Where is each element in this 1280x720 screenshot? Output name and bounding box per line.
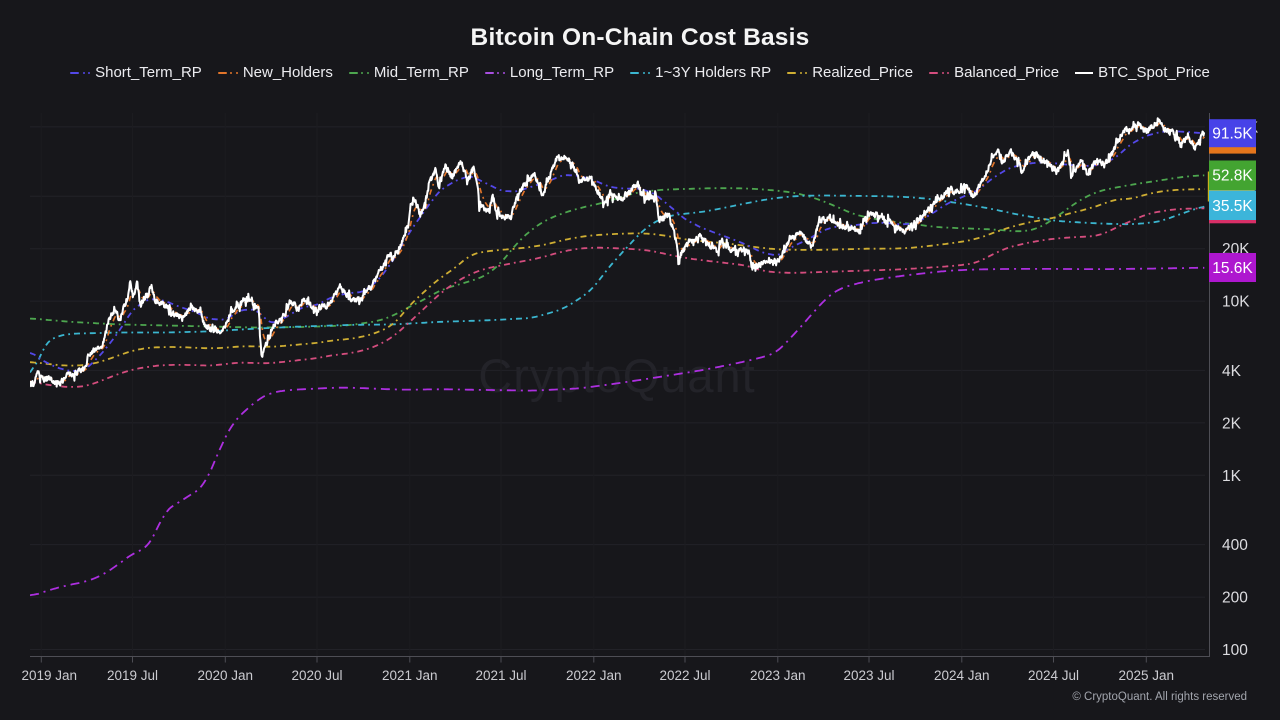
svg-text:2021 Jul: 2021 Jul [475,668,526,683]
svg-text:400: 400 [1222,537,1248,554]
svg-text:91.5K: 91.5K [1212,126,1253,143]
svg-text:4K: 4K [1222,363,1242,380]
svg-text:2021 Jan: 2021 Jan [382,668,438,683]
svg-text:200: 200 [1222,590,1248,607]
svg-text:2024 Jul: 2024 Jul [1028,668,1079,683]
svg-text:2020 Jan: 2020 Jan [198,668,254,683]
svg-text:2019 Jan: 2019 Jan [22,668,78,683]
svg-text:10K: 10K [1222,294,1250,311]
svg-text:2025 Jan: 2025 Jan [1119,668,1175,683]
svg-text:2019 Jul: 2019 Jul [107,668,158,683]
svg-text:2023 Jul: 2023 Jul [843,668,894,683]
svg-text:2020 Jul: 2020 Jul [291,668,342,683]
svg-text:CryptoQuant: CryptoQuant [478,349,755,402]
svg-text:2024 Jan: 2024 Jan [934,668,990,683]
svg-text:15.6K: 15.6K [1212,260,1253,277]
svg-text:2022 Jul: 2022 Jul [659,668,710,683]
svg-text:35.5K: 35.5K [1212,198,1253,215]
svg-text:2K: 2K [1222,415,1242,432]
svg-text:52.8K: 52.8K [1212,168,1253,185]
svg-text:2022 Jan: 2022 Jan [566,668,622,683]
svg-text:1K: 1K [1222,468,1242,485]
svg-text:2023 Jan: 2023 Jan [750,668,806,683]
svg-text:100: 100 [1222,642,1248,659]
